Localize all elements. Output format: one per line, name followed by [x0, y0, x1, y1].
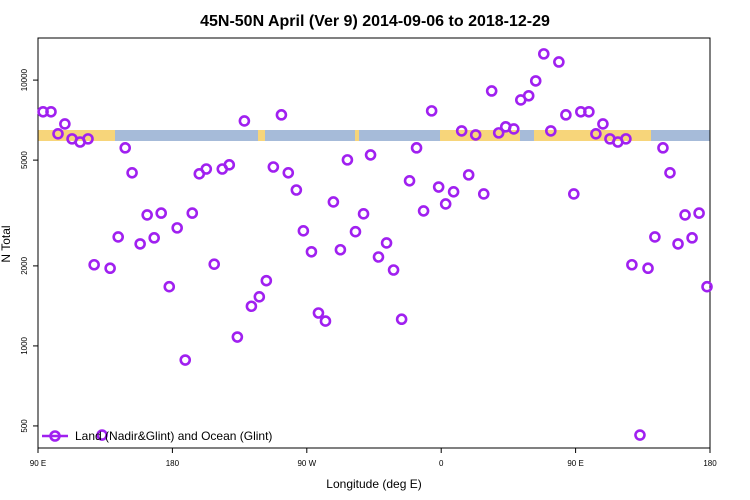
point — [560, 109, 572, 121]
point — [553, 56, 565, 68]
x-tick-label: 90 E — [30, 459, 46, 468]
y-tick-label: 500 — [20, 419, 29, 433]
y-tick-label: 1000 — [20, 336, 29, 354]
point — [583, 105, 595, 118]
point — [395, 313, 408, 326]
point — [253, 291, 266, 303]
point — [96, 429, 108, 441]
point — [439, 198, 452, 210]
point — [701, 280, 713, 293]
x-tick-label: 0 — [439, 459, 444, 468]
point — [290, 184, 303, 196]
point — [649, 231, 661, 243]
point — [679, 209, 691, 221]
point — [179, 354, 192, 366]
point — [88, 258, 100, 271]
point — [327, 196, 340, 208]
point — [387, 264, 400, 276]
point — [275, 109, 288, 121]
point — [305, 245, 318, 258]
x-axis-label: Longitude (deg E) — [326, 477, 421, 491]
point — [141, 209, 153, 221]
point — [82, 133, 94, 145]
point — [507, 123, 520, 135]
point — [568, 188, 580, 200]
point — [693, 207, 705, 219]
x-tick-label: 180 — [703, 459, 717, 468]
legend-marker — [49, 430, 61, 442]
point — [341, 154, 354, 166]
point — [634, 429, 646, 441]
y-tick-label: 10000 — [20, 68, 29, 91]
point — [231, 331, 244, 343]
point — [477, 188, 490, 200]
point — [155, 207, 167, 219]
point — [590, 128, 602, 140]
point — [238, 115, 251, 127]
point — [597, 118, 609, 130]
point — [380, 237, 393, 249]
point — [372, 251, 385, 263]
point — [657, 142, 669, 154]
point — [148, 232, 160, 244]
point — [417, 205, 430, 217]
plot-frame — [37, 37, 711, 449]
point — [469, 129, 482, 141]
x-tick-label: 90 E — [567, 459, 583, 468]
chart-title: 45N-50N April (Ver 9) 2014-09-06 to 2018… — [200, 13, 550, 30]
point — [620, 133, 632, 145]
point — [163, 280, 176, 293]
point — [686, 232, 698, 244]
point — [59, 118, 71, 130]
point — [134, 238, 146, 250]
point — [223, 159, 236, 171]
point — [200, 163, 213, 175]
point — [126, 166, 138, 179]
y-axis-label: N Total — [0, 225, 13, 262]
point — [672, 238, 684, 250]
point — [297, 225, 310, 237]
point — [349, 225, 362, 238]
point — [626, 258, 638, 271]
point — [664, 166, 676, 179]
point — [208, 258, 221, 270]
point — [260, 274, 273, 287]
y-tick-label: 2000 — [20, 256, 29, 274]
point — [529, 75, 542, 87]
point — [455, 125, 468, 137]
point — [425, 105, 438, 117]
point — [186, 207, 199, 219]
point — [410, 142, 423, 154]
point — [334, 243, 347, 256]
point — [545, 125, 557, 137]
y-tick-label: 5000 — [20, 151, 29, 169]
point — [537, 48, 550, 60]
point — [104, 262, 116, 275]
point — [432, 181, 445, 193]
point — [267, 161, 280, 173]
point — [112, 231, 124, 243]
point — [357, 208, 370, 220]
point — [52, 128, 64, 140]
x-tick-label: 90 W — [297, 459, 316, 468]
point — [245, 300, 258, 313]
point — [485, 85, 498, 97]
point — [312, 307, 325, 319]
point — [522, 89, 535, 102]
legend-label: Land (Nadir&Glint) and Ocean (Glint) — [75, 429, 272, 443]
point — [171, 222, 183, 234]
point — [282, 166, 295, 179]
point — [492, 127, 505, 139]
point — [45, 105, 57, 118]
point — [364, 149, 377, 161]
x-tick-label: 180 — [166, 459, 180, 468]
point — [319, 315, 332, 327]
point — [403, 174, 416, 187]
point — [642, 262, 654, 275]
point — [447, 185, 460, 198]
point — [462, 169, 475, 181]
point — [119, 142, 132, 154]
